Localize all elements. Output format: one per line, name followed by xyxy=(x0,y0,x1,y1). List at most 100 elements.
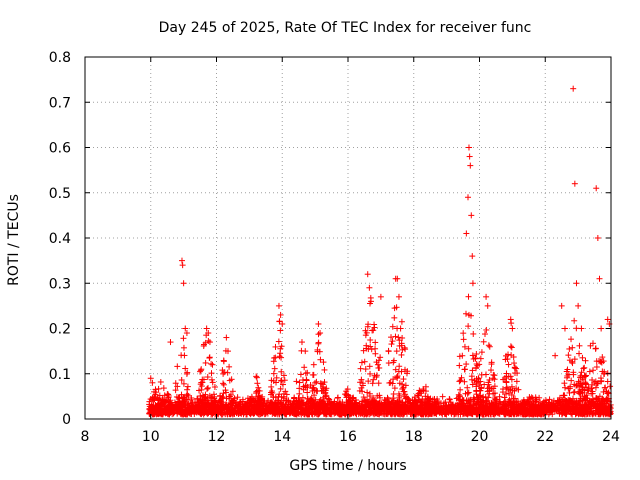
data-point xyxy=(361,397,368,404)
data-point xyxy=(184,369,191,376)
data-point xyxy=(396,363,403,370)
data-point xyxy=(359,410,366,417)
data-point xyxy=(179,395,186,402)
data-point xyxy=(206,354,213,361)
data-point xyxy=(566,385,573,392)
data-point xyxy=(390,359,397,366)
data-point xyxy=(371,403,378,410)
data-point xyxy=(256,407,263,414)
data-point xyxy=(374,361,381,368)
data-point xyxy=(392,411,399,418)
data-point xyxy=(457,386,464,393)
data-point xyxy=(490,371,497,378)
data-point xyxy=(277,350,284,357)
data-point xyxy=(358,384,365,391)
data-point xyxy=(146,398,153,405)
data-point xyxy=(298,339,305,346)
data-point xyxy=(465,311,472,318)
data-point xyxy=(196,387,203,394)
data-point xyxy=(592,395,599,402)
x-tick-label: 10 xyxy=(142,429,160,445)
data-point xyxy=(228,376,235,383)
data-point xyxy=(315,410,322,417)
data-point xyxy=(570,85,577,92)
data-point xyxy=(221,369,228,376)
data-point xyxy=(367,407,374,414)
data-point xyxy=(367,336,374,343)
data-point xyxy=(478,384,485,391)
data-point xyxy=(465,293,472,300)
data-point xyxy=(455,391,462,398)
data-point xyxy=(472,355,479,362)
data-point xyxy=(307,398,314,405)
x-tick-label: 18 xyxy=(405,429,423,445)
data-point xyxy=(220,380,227,387)
data-point xyxy=(508,344,515,351)
data-point xyxy=(484,385,491,392)
data-point xyxy=(563,368,570,375)
data-point xyxy=(575,410,582,417)
data-point xyxy=(483,326,490,333)
x-tick-label: 20 xyxy=(471,429,489,445)
data-point xyxy=(375,380,382,387)
data-point xyxy=(197,396,204,403)
data-point xyxy=(578,369,585,376)
data-point xyxy=(573,280,580,287)
data-point xyxy=(506,396,513,403)
data-point xyxy=(160,385,167,392)
data-point xyxy=(209,411,216,418)
data-point xyxy=(202,391,209,398)
data-point xyxy=(323,404,330,411)
data-point xyxy=(455,411,462,418)
data-point xyxy=(255,411,262,418)
data-point xyxy=(393,348,400,355)
data-point xyxy=(208,376,215,383)
data-point xyxy=(387,410,394,417)
data-point xyxy=(582,373,589,380)
data-point xyxy=(181,352,188,359)
data-point xyxy=(200,342,207,349)
data-point xyxy=(174,363,181,370)
data-point xyxy=(526,411,533,418)
data-point xyxy=(353,400,360,407)
data-point xyxy=(475,375,482,382)
data-point xyxy=(459,352,466,359)
data-point xyxy=(218,402,225,409)
data-point xyxy=(318,380,325,387)
data-point xyxy=(604,370,611,377)
data-point xyxy=(270,394,277,401)
data-point xyxy=(593,185,600,192)
data-point xyxy=(587,342,594,349)
data-point xyxy=(358,359,365,366)
data-point xyxy=(364,389,371,396)
data-point xyxy=(346,403,353,410)
data-point xyxy=(205,384,212,391)
data-point xyxy=(600,358,607,365)
data-point xyxy=(491,383,498,390)
data-point xyxy=(535,404,542,411)
data-point xyxy=(303,377,310,384)
data-point xyxy=(503,384,510,391)
data-point xyxy=(376,400,383,407)
data-point xyxy=(296,379,303,386)
data-point xyxy=(573,325,580,332)
data-point xyxy=(570,369,577,376)
data-point xyxy=(155,385,162,392)
data-point xyxy=(239,396,246,403)
data-point xyxy=(397,401,404,408)
data-point xyxy=(255,384,262,391)
data-point xyxy=(590,367,597,374)
data-point xyxy=(418,390,425,397)
data-point xyxy=(398,340,405,347)
data-point xyxy=(428,401,435,408)
data-point xyxy=(579,386,586,393)
data-point xyxy=(597,378,604,385)
data-point xyxy=(277,311,284,318)
data-point xyxy=(198,383,205,390)
y-tick-label: 0.3 xyxy=(49,276,71,292)
data-point xyxy=(180,411,187,418)
data-point xyxy=(279,403,286,410)
data-point xyxy=(501,394,508,401)
data-point xyxy=(308,395,315,402)
data-point xyxy=(209,361,216,368)
